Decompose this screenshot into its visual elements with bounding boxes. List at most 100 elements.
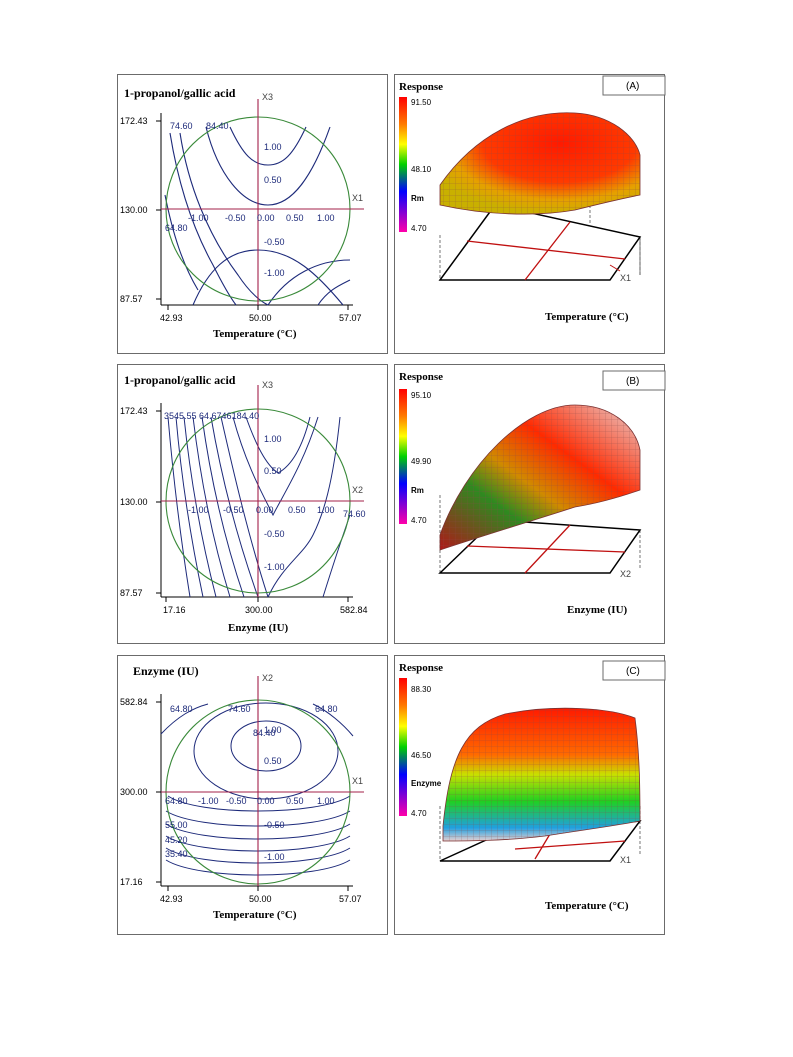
- legend-variable: Enzyme: [411, 779, 442, 788]
- x-title: Enzyme (IU): [228, 622, 289, 634]
- coded-y-name: X2: [262, 673, 273, 683]
- svg-text:-1.00: -1.00: [188, 213, 209, 223]
- svg-text:0.00: 0.00: [257, 796, 275, 806]
- floor-axis-y: [524, 524, 571, 574]
- svg-text:0.50: 0.50: [264, 175, 282, 185]
- svg-text:-1.00: -1.00: [264, 268, 285, 278]
- contour-value-labels: 74.60 84.40 64.80: [165, 121, 229, 233]
- svg-text:-0.50: -0.50: [264, 529, 285, 539]
- svg-text:35.40: 35.40: [165, 849, 188, 859]
- color-legend-bar: [399, 97, 407, 232]
- plot-box: [439, 495, 641, 573]
- legend-variable: Rm: [411, 486, 424, 495]
- surface-title: Response: [399, 371, 443, 383]
- svg-text:1.00: 1.00: [317, 505, 335, 515]
- surface-x-title: Temperature (°C): [545, 311, 629, 323]
- svg-text:0.50: 0.50: [264, 756, 282, 766]
- floor-axis-name: X2: [620, 569, 631, 579]
- svg-text:-1.00: -1.00: [264, 562, 285, 572]
- coded-x-name: X2: [352, 485, 363, 495]
- y-tick-label: 172.43: [120, 116, 148, 126]
- svg-text:84.40: 84.40: [253, 728, 276, 738]
- legend-max: 88.30: [411, 685, 432, 694]
- svg-text:0.50: 0.50: [286, 796, 304, 806]
- panel-label: (C): [626, 666, 640, 677]
- contour-panel-c: Enzyme (IU) 582.84 300.00 17.16 42.93 50…: [117, 655, 388, 935]
- coded-y-labels: 1.00 0.50 -0.50 -1.00: [264, 434, 285, 572]
- x-title: Temperature (°C): [213, 328, 297, 340]
- surface-x-title: Temperature (°C): [545, 900, 629, 912]
- svg-text:0.50: 0.50: [286, 213, 304, 223]
- svg-text:3545.55 64.6746184.40: 3545.55 64.6746184.40: [164, 411, 259, 421]
- svg-text:0.00: 0.00: [257, 213, 275, 223]
- y-title: Enzyme (IU): [133, 664, 199, 678]
- legend-variable: Rm: [411, 194, 424, 203]
- x-tick-label: 57.07: [339, 313, 362, 323]
- surface-panel-c: Response (C) 88.30 46.50 Enzyme 4.70 X1 …: [394, 655, 666, 935]
- svg-text:-0.50: -0.50: [223, 505, 244, 515]
- svg-text:-0.50: -0.50: [225, 213, 246, 223]
- svg-text:64.80: 64.80: [165, 796, 188, 806]
- contour-panel-a: 1-propanol/gallic acid 172.43 130.00 87.…: [117, 74, 388, 354]
- svg-text:-0.50: -0.50: [264, 820, 285, 830]
- svg-text:0.50: 0.50: [264, 466, 282, 476]
- coded-x-labels: -1.00 -0.50 0.00 0.50 1.00: [188, 213, 335, 223]
- svg-text:1.00: 1.00: [264, 725, 282, 735]
- legend-mid: 46.50: [411, 751, 432, 760]
- legend-min: 4.70: [411, 224, 427, 233]
- floor-axis-x: [466, 240, 626, 260]
- contour-value-labels: 64.80 74.60 84.40 64.80 64.80 55.00 45.2…: [165, 704, 338, 859]
- svg-text:45.20: 45.20: [165, 835, 188, 845]
- coded-y-labels: 1.00 0.50 -0.50 -1.00: [264, 142, 285, 278]
- x-tick-label: 300.00: [245, 605, 273, 615]
- y-tick-label: 130.00: [120, 205, 148, 215]
- x-tick-label: 50.00: [249, 313, 272, 323]
- y-tick-label: 300.00: [120, 787, 148, 797]
- color-legend-bar: [399, 389, 407, 524]
- x-title: Temperature (°C): [213, 909, 297, 921]
- svg-text:0.00: 0.00: [256, 505, 274, 515]
- surface-panel-b: Response (B) 95.10 49.90 Rm 4.70 X2 Enzy…: [394, 364, 666, 644]
- y-title: 1-propanol/gallic acid: [124, 86, 236, 100]
- legend-min: 4.70: [411, 809, 427, 818]
- contour-plot-c: Enzyme (IU) 582.84 300.00 17.16 42.93 50…: [120, 664, 364, 921]
- svg-text:1.00: 1.00: [317, 213, 335, 223]
- svg-text:74.60: 74.60: [170, 121, 193, 131]
- svg-text:64.80: 64.80: [315, 704, 338, 714]
- surface-title: Response: [399, 81, 443, 93]
- y-tick-label: 130.00: [120, 497, 148, 507]
- panel-label-box: [602, 75, 666, 96]
- contour-plot-b: 1-propanol/gallic acid 172.43 130.00 87.…: [120, 373, 368, 634]
- surface-x-title: Enzyme (IU): [567, 604, 628, 616]
- svg-text:-1.00: -1.00: [188, 505, 209, 515]
- contour-plot-a: 1-propanol/gallic acid 172.43 130.00 87.…: [120, 86, 364, 340]
- svg-text:84.40: 84.40: [206, 121, 229, 131]
- svg-text:64.80: 64.80: [170, 704, 193, 714]
- y-tick-label: 582.84: [120, 697, 148, 707]
- plot-box: [439, 806, 641, 861]
- surface-plot-c: Response (C) 88.30 46.50 Enzyme 4.70 X1 …: [399, 660, 666, 912]
- x-tick-label: 57.07: [339, 894, 362, 904]
- coded-y-name: X3: [262, 380, 273, 390]
- surface-title: Response: [399, 662, 443, 674]
- svg-text:1.00: 1.00: [264, 434, 282, 444]
- surface-plot-b: Response (B) 95.10 49.90 Rm 4.70 X2 Enzy…: [399, 370, 666, 616]
- floor-axis-x: [466, 545, 626, 553]
- svg-text:1.00: 1.00: [317, 796, 335, 806]
- x-tick-label: 582.84: [340, 605, 368, 615]
- legend-max: 95.10: [411, 391, 432, 400]
- coded-y-labels: 1.00 0.50 -0.50 -1.00: [264, 725, 285, 862]
- contour-value-labels: 3545.55 64.6746184.40 74.60: [164, 411, 366, 519]
- y-tick-label: 87.57: [120, 294, 143, 304]
- svg-text:-1.00: -1.00: [198, 796, 219, 806]
- surface-mesh: [440, 112, 640, 215]
- surface-mesh: [443, 708, 640, 841]
- y-tick-label: 87.57: [120, 588, 143, 598]
- panel-label: (B): [626, 376, 639, 387]
- coded-y-name: X3: [262, 92, 273, 102]
- svg-text:-1.00: -1.00: [264, 852, 285, 862]
- panel-label-box: [602, 370, 666, 391]
- surface-mesh: [440, 405, 640, 550]
- floor-axis-x: [514, 840, 626, 850]
- legend-mid: 48.10: [411, 165, 432, 174]
